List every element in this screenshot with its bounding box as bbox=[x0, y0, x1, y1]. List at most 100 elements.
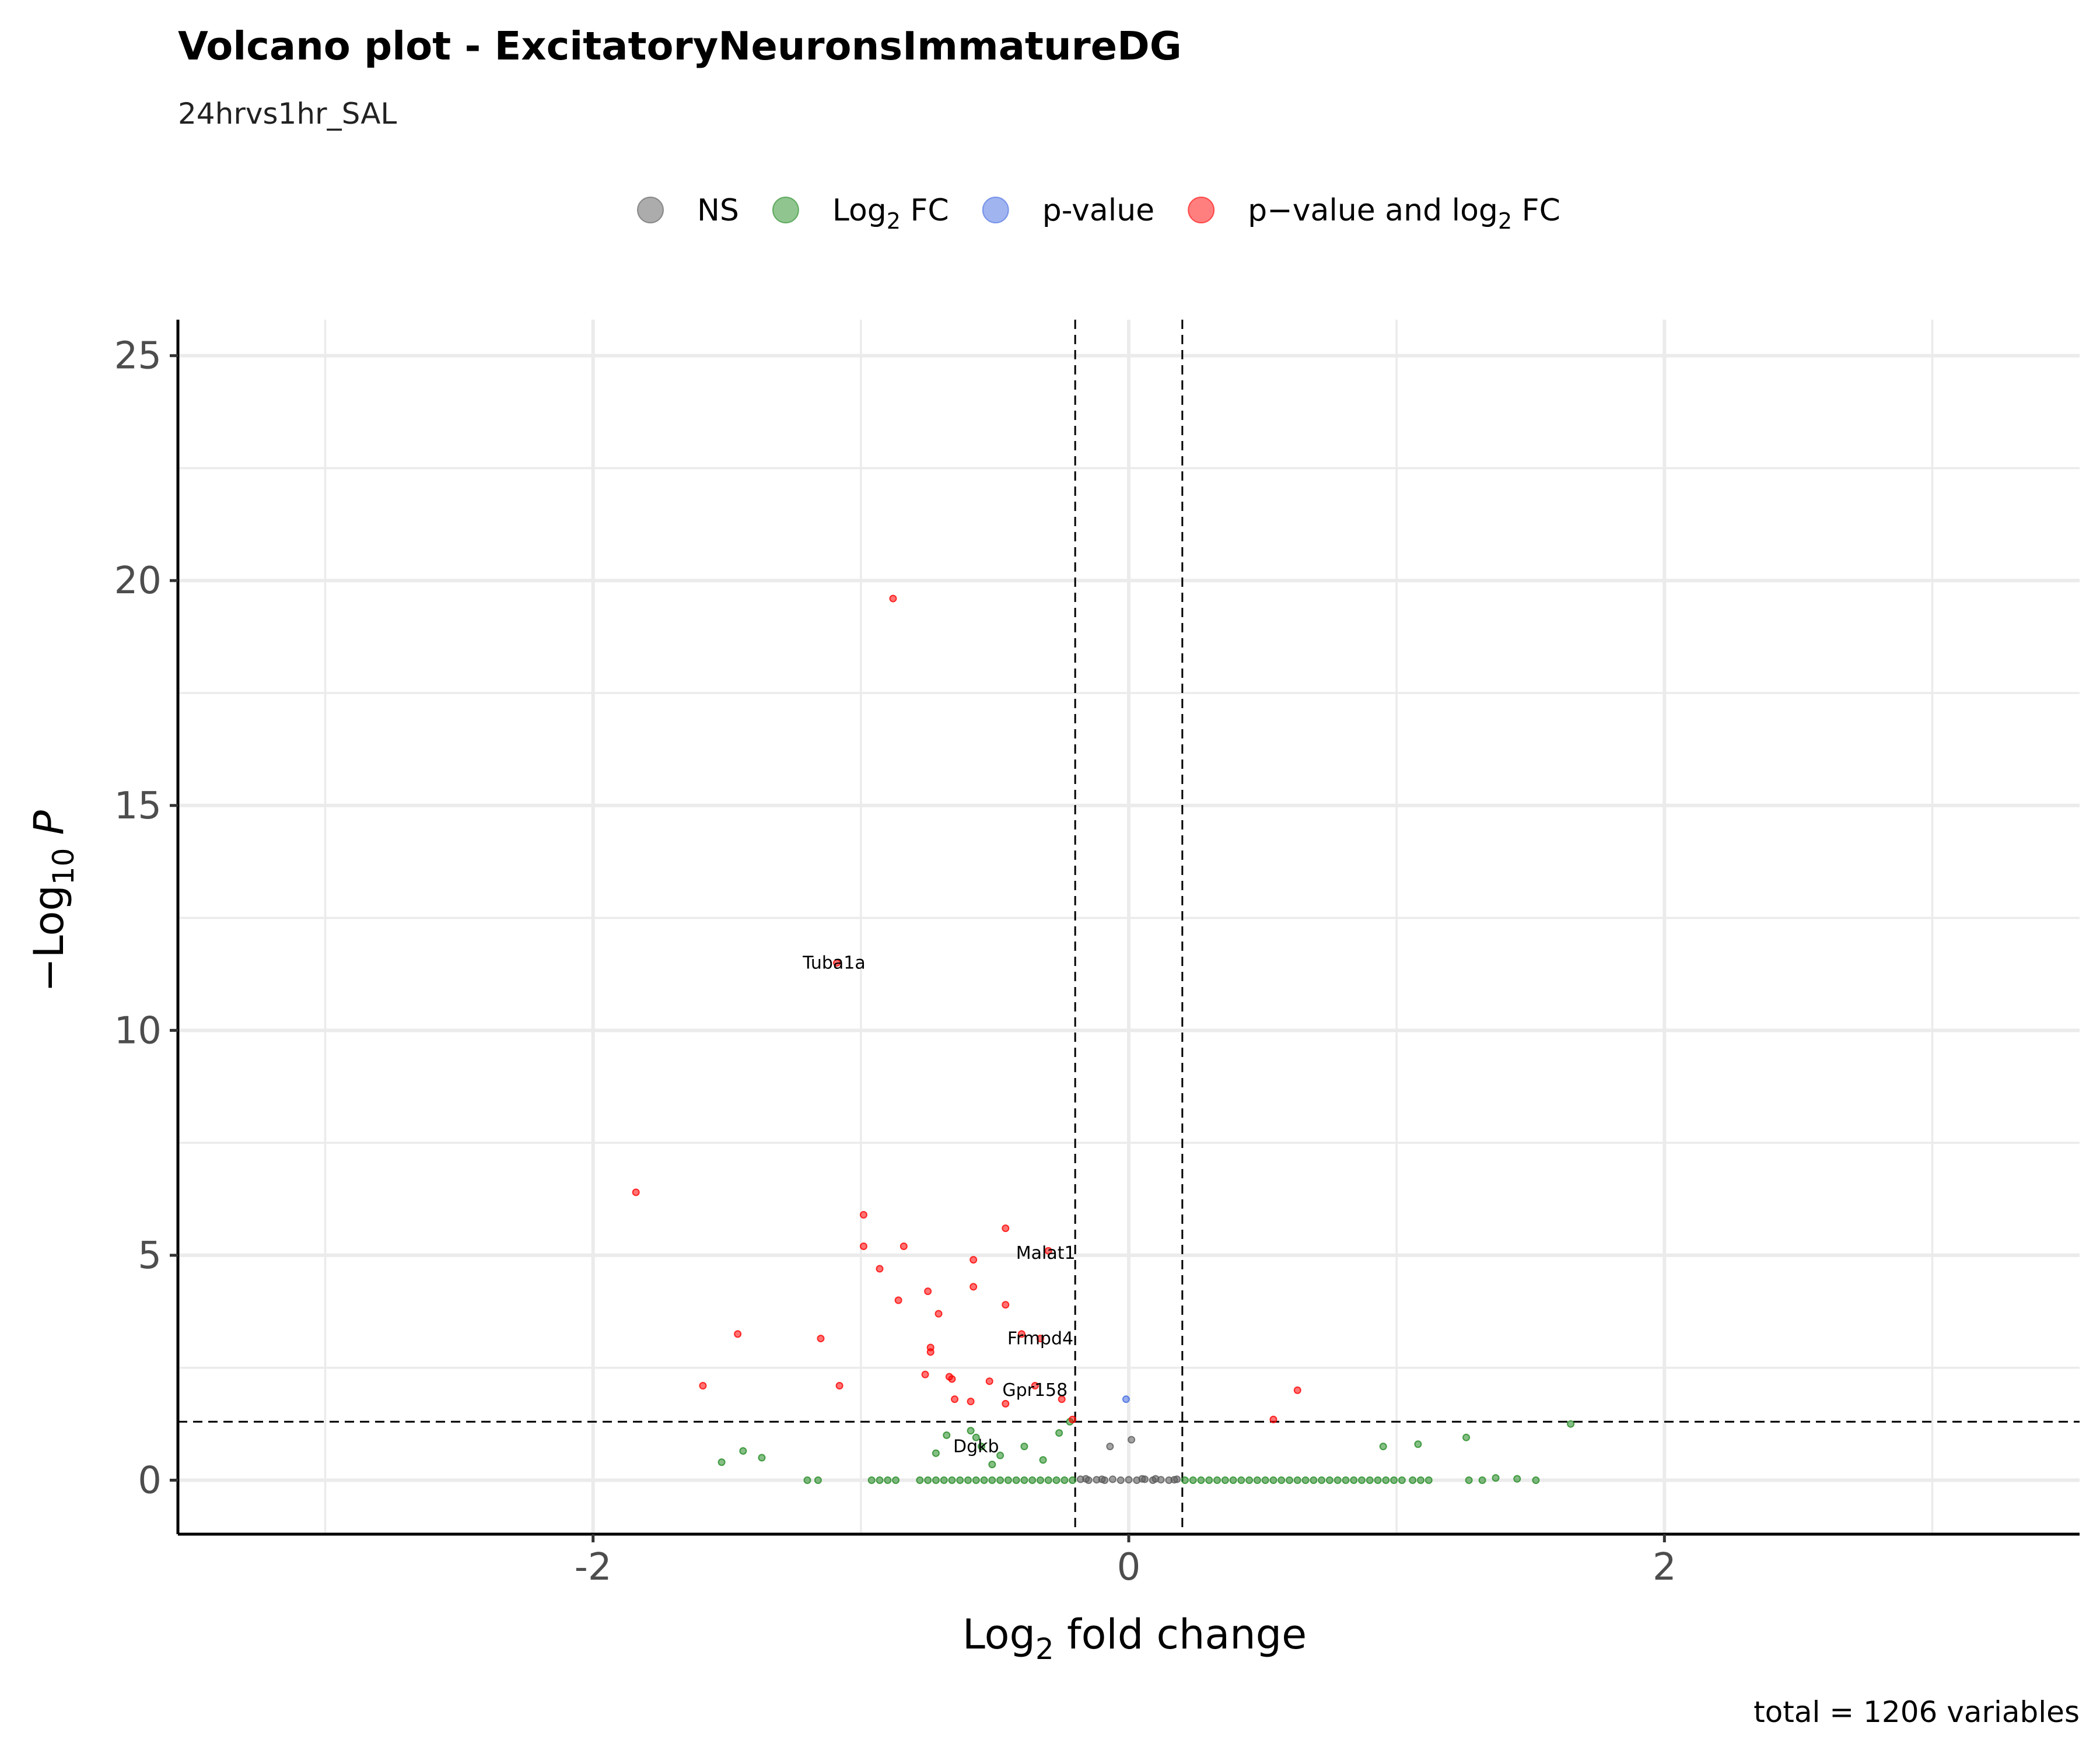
data-point-ns bbox=[1082, 1475, 1090, 1483]
data-point-both bbox=[926, 1348, 935, 1356]
data-point-log2fc bbox=[967, 1427, 975, 1435]
gene-label: Frmpd4 bbox=[1007, 1329, 1073, 1349]
chart-title: Volcano plot - ExcitatoryNeuronsImmature… bbox=[178, 23, 1182, 69]
data-point-both bbox=[948, 1375, 956, 1383]
data-point-both bbox=[734, 1330, 742, 1338]
cutoff-lines bbox=[178, 320, 2080, 1534]
data-point-ns bbox=[1098, 1475, 1106, 1483]
x-tick-label: 0 bbox=[1117, 1546, 1141, 1589]
legend-key-both bbox=[1188, 197, 1215, 223]
data-point-log2fc bbox=[1069, 1476, 1077, 1484]
data-point-ns bbox=[1152, 1475, 1160, 1483]
data-point-log2fc bbox=[1012, 1476, 1020, 1484]
legend-label: p-value bbox=[1042, 193, 1154, 228]
data-point-log2fc bbox=[1532, 1476, 1540, 1484]
data-point-log2fc bbox=[1462, 1433, 1471, 1441]
data-point-log2fc bbox=[1366, 1476, 1374, 1484]
data-point-log2fc bbox=[1036, 1476, 1044, 1484]
data-point-both bbox=[1031, 1382, 1039, 1390]
data-point-ns bbox=[1108, 1475, 1116, 1483]
data-point-log2fc bbox=[1334, 1476, 1342, 1484]
data-point-log2fc bbox=[1374, 1476, 1382, 1484]
legend-item-pvalue: p-value bbox=[982, 193, 1154, 228]
data-point-ns bbox=[1138, 1475, 1146, 1483]
data-point-both bbox=[970, 1283, 978, 1291]
data-point-log2fc bbox=[867, 1476, 876, 1484]
data-point-log2fc bbox=[1293, 1476, 1301, 1484]
data-point-log2fc bbox=[1039, 1456, 1047, 1464]
legend-label: p−value and log2 FC bbox=[1248, 193, 1560, 234]
data-point-log2fc bbox=[916, 1476, 924, 1484]
data-point-both bbox=[889, 594, 897, 603]
data-point-log2fc bbox=[1382, 1476, 1390, 1484]
data-point-both bbox=[876, 1265, 884, 1273]
gene-label: Malat1 bbox=[1016, 1243, 1076, 1264]
legend: NS Log2 FC p-value p−value and log2 FC bbox=[637, 193, 1560, 234]
data-point-log2fc bbox=[884, 1476, 892, 1484]
y-tick-label: 5 bbox=[138, 1234, 162, 1278]
legend-key-ns bbox=[637, 197, 664, 223]
data-point-both bbox=[632, 1188, 640, 1196]
data-point-both bbox=[967, 1398, 975, 1406]
data-point-both bbox=[1044, 1247, 1052, 1255]
y-tick-label: 25 bbox=[114, 335, 162, 378]
data-point-log2fc bbox=[1181, 1476, 1189, 1484]
data-point-log2fc bbox=[1310, 1476, 1318, 1484]
data-point-both bbox=[1058, 1395, 1066, 1404]
data-point-log2fc bbox=[1028, 1476, 1037, 1484]
data-point-log2fc bbox=[932, 1476, 940, 1484]
data-point-log2fc bbox=[956, 1476, 964, 1484]
data-point-log2fc bbox=[980, 1476, 988, 1484]
data-point-log2fc bbox=[1229, 1476, 1237, 1484]
data-point-log2fc bbox=[1513, 1475, 1521, 1483]
data-point-log2fc bbox=[1245, 1476, 1254, 1484]
legend-item-ns: NS bbox=[637, 193, 739, 228]
data-point-log2fc bbox=[948, 1476, 956, 1484]
data-point-log2fc bbox=[1342, 1476, 1350, 1484]
data-point-ns bbox=[1170, 1476, 1178, 1484]
gene-label: Gpr158 bbox=[1002, 1380, 1068, 1401]
data-point-both bbox=[1069, 1415, 1077, 1423]
data-point-log2fc bbox=[1398, 1476, 1406, 1484]
data-point-log2fc bbox=[1020, 1476, 1028, 1484]
data-point-both bbox=[935, 1310, 943, 1318]
data-point-both bbox=[951, 1395, 959, 1404]
y-tick-label: 0 bbox=[138, 1459, 162, 1502]
x-axis-title: Log2 fold change bbox=[963, 1611, 1307, 1666]
gene-label: Dgkb bbox=[953, 1437, 999, 1457]
legend-key-pvalue bbox=[982, 197, 1009, 223]
data-point-log2fc bbox=[1237, 1476, 1245, 1484]
data-point-both bbox=[1036, 1335, 1044, 1343]
data-point-log2fc bbox=[1409, 1476, 1417, 1484]
data-point-log2fc bbox=[972, 1433, 980, 1441]
data-point-log2fc bbox=[1350, 1476, 1358, 1484]
legend-key-log2fc bbox=[772, 197, 799, 223]
data-point-both bbox=[970, 1256, 978, 1264]
data-point-log2fc bbox=[1020, 1443, 1028, 1451]
data-point-log2fc bbox=[1261, 1476, 1269, 1484]
data-point-log2fc bbox=[1060, 1476, 1069, 1484]
data-point-both bbox=[894, 1296, 902, 1304]
data-point-both bbox=[1002, 1399, 1010, 1408]
data-point-ns bbox=[1116, 1476, 1125, 1484]
data-point-log2fc bbox=[964, 1476, 972, 1484]
data-point-log2fc bbox=[1325, 1476, 1334, 1484]
data-point-ns bbox=[1106, 1443, 1114, 1451]
data-point-both bbox=[1017, 1330, 1026, 1338]
data-point-both bbox=[900, 1242, 908, 1250]
y-tick-label: 10 bbox=[114, 1009, 162, 1052]
data-point-log2fc bbox=[1357, 1476, 1366, 1484]
data-point-log2fc bbox=[1492, 1474, 1500, 1482]
data-point-log2fc bbox=[1379, 1443, 1387, 1451]
data-point-log2fc bbox=[1055, 1429, 1063, 1437]
data-point-both bbox=[1002, 1301, 1010, 1309]
data-point-log2fc bbox=[943, 1431, 951, 1439]
gene-label: Tuba1a bbox=[802, 953, 866, 974]
data-point-log2fc bbox=[1004, 1476, 1012, 1484]
data-point-both bbox=[1293, 1386, 1301, 1394]
legend-item-both: p−value and log2 FC bbox=[1188, 193, 1560, 234]
data-point-log2fc bbox=[1253, 1476, 1261, 1484]
data-point-pvalue bbox=[1122, 1395, 1130, 1404]
data-point-log2fc bbox=[1278, 1476, 1286, 1484]
